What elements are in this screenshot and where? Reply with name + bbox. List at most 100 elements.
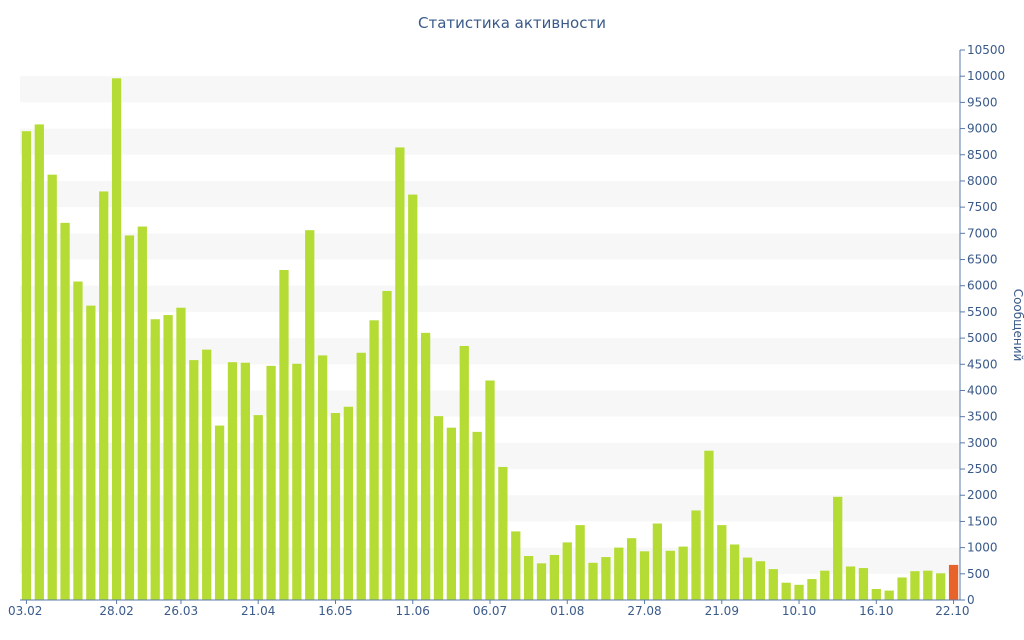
bar[interactable] [163,315,173,600]
bar[interactable] [420,332,431,600]
chart-title: Статистика активности [418,14,606,32]
bar[interactable] [330,413,341,600]
bar[interactable] [807,579,817,600]
bar-current[interactable] [948,564,959,600]
bar[interactable] [601,557,611,600]
bar[interactable] [897,577,907,600]
bar[interactable] [730,544,740,600]
bar[interactable] [34,124,44,600]
bar[interactable] [639,551,650,600]
bar[interactable] [910,571,920,600]
y-tick-label: 7000 [967,226,998,240]
y-tick-label: 4000 [967,383,998,397]
x-tick-label: 26.03 [164,604,198,618]
bar[interactable] [253,415,263,600]
bar[interactable] [369,320,379,600]
bar[interactable] [305,230,315,600]
y-tick-label: 1000 [967,541,998,555]
bar[interactable] [781,582,791,600]
bar[interactable] [755,561,766,600]
bar[interactable] [858,568,869,600]
bar[interactable] [459,345,469,600]
grid-band [20,128,960,155]
bar[interactable] [150,319,160,600]
bar[interactable] [176,307,186,600]
y-tick-label: 8000 [967,174,998,188]
bar[interactable] [124,235,135,600]
bar[interactable] [137,226,147,600]
x-tick-label: 16.05 [318,604,352,618]
bar[interactable] [446,427,456,600]
bar[interactable] [511,531,521,600]
bar[interactable] [47,174,57,601]
y-axis-title: Сообщений [1011,289,1024,362]
bar[interactable] [717,525,727,600]
bar[interactable] [472,431,482,600]
bar[interactable] [575,525,585,600]
bar[interactable] [86,305,96,600]
x-tick-label: 22.10 [935,604,969,618]
bar[interactable] [588,562,598,600]
bar[interactable] [884,590,894,600]
x-axis: 03.02 28.02 26.03 21.04 16.05 11.06 06.07 01.08… [8,599,970,618]
bar[interactable] [614,547,624,600]
bar[interactable] [845,566,856,600]
bar[interactable] [111,78,122,601]
bar[interactable] [292,363,302,600]
x-tick-label: 01.08 [550,604,584,618]
bar[interactable] [833,496,843,600]
bar[interactable] [433,416,444,600]
bar[interactable] [395,147,405,600]
bar[interactable] [227,362,238,600]
bar[interactable] [73,281,83,600]
bar[interactable] [523,556,534,600]
bar[interactable] [665,550,675,600]
y-tick-label: 5500 [967,305,998,319]
bar[interactable] [768,569,778,600]
x-tick-label: 03.02 [8,604,42,618]
bar[interactable] [936,573,946,600]
bar[interactable] [485,380,495,600]
bar[interactable] [871,589,881,600]
x-tick-label: 06.07 [473,604,507,618]
bar[interactable] [356,352,366,600]
bar[interactable] [60,222,70,601]
bar[interactable] [408,194,418,600]
bar[interactable] [742,557,753,600]
grid-band [20,233,960,260]
bar[interactable] [189,360,199,600]
y-tick-label: 7500 [967,200,998,214]
bar[interactable] [279,270,289,600]
y-tick-label: 3500 [967,410,998,424]
bar[interactable] [678,546,688,600]
bar[interactable] [202,349,212,600]
grid-band [20,285,960,312]
y-tick-label: 5000 [967,331,998,345]
bar[interactable] [652,523,663,600]
bar[interactable] [562,542,572,600]
bar[interactable] [627,538,637,600]
bar[interactable] [536,563,547,600]
bar[interactable] [214,425,225,600]
bar[interactable] [704,450,714,600]
bar[interactable] [266,365,276,600]
x-tick-label: 28.02 [99,604,133,618]
bar[interactable] [21,131,32,600]
bar[interactable] [691,510,701,600]
x-tick-label: 10.10 [782,604,816,618]
bar[interactable] [498,466,508,600]
bar[interactable] [794,584,804,600]
bar[interactable] [820,570,830,600]
bars [21,78,959,601]
bar[interactable] [240,362,250,600]
bar[interactable] [549,554,560,600]
y-tick-label: 6500 [967,253,998,267]
y-tick-label: 500 [967,567,990,581]
bar[interactable] [923,570,933,600]
bar[interactable] [317,355,328,600]
bar[interactable] [343,406,353,600]
bar[interactable] [382,290,392,600]
bar[interactable] [99,191,109,600]
y-tick-label: 3000 [967,436,998,450]
